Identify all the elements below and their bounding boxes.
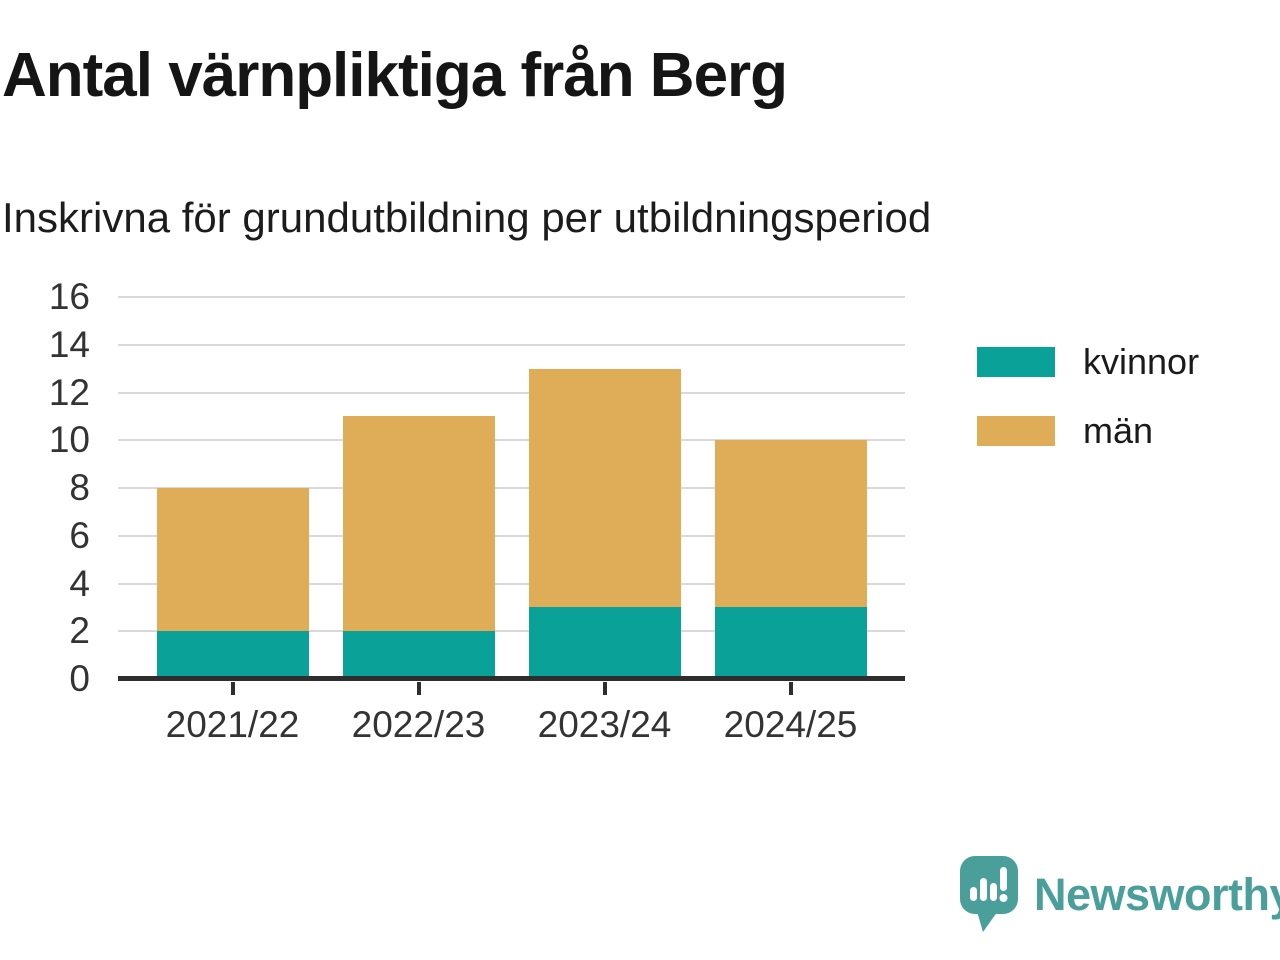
- bar-segment-män-2023/24: [528, 368, 681, 608]
- legend-item-män: män: [977, 410, 1199, 452]
- bar-segment-kvinnor-2022/23: [342, 631, 495, 679]
- y-tick-label-4: 4: [69, 562, 90, 604]
- gridline-12: [118, 391, 905, 394]
- y-tick-label-6: 6: [69, 514, 90, 556]
- newsworthy-logo-text: Newsworthy: [1034, 869, 1280, 920]
- newsworthy-branding: Newsworthy: [960, 856, 1280, 934]
- bar-segment-kvinnor-2021/22: [156, 631, 309, 679]
- y-tick-label-16: 16: [48, 276, 90, 317]
- y-tick-label-0: 0: [69, 658, 90, 699]
- x-tick: [788, 682, 793, 695]
- y-tick-label-8: 8: [69, 467, 90, 508]
- x-tick-label-2023/24: 2023/24: [537, 704, 672, 745]
- bar-segment-män-2022/23: [342, 416, 495, 632]
- chart-title: Antal värnpliktiga från Berg: [2, 41, 788, 110]
- bar-2021/22: [156, 488, 309, 679]
- bar-2024/25: [714, 440, 867, 679]
- bar-segment-män-2024/25: [714, 440, 867, 608]
- legend-swatch-kvinnor: [977, 347, 1055, 377]
- gridline-16: [118, 296, 905, 298]
- gridline-6: [118, 534, 905, 537]
- y-tick-label-10: 10: [48, 419, 90, 461]
- gridline-8: [118, 487, 905, 489]
- bar-segment-män-2021/22: [156, 488, 309, 632]
- bar-segment-kvinnor-2024/25: [714, 607, 867, 679]
- x-tick: [602, 682, 607, 695]
- y-tick-label-2: 2: [69, 610, 90, 652]
- bar-segment-kvinnor-2023/24: [528, 607, 681, 679]
- x-tick: [230, 682, 235, 695]
- gridline-4: [118, 582, 905, 585]
- gridline-10: [118, 439, 905, 442]
- x-axis-cell-2022/23: 2022/23: [343, 682, 495, 746]
- x-axis: 2021/22 2022/23 2023/24 2024/25: [118, 682, 905, 746]
- plot-area: [118, 296, 905, 681]
- bar-2022/23: [342, 416, 495, 679]
- x-axis-cell-2024/25: 2024/25: [715, 682, 867, 746]
- x-tick: [416, 682, 421, 695]
- x-tick-label-2022/23: 2022/23: [351, 704, 486, 745]
- newsworthy-logo-icon: [960, 856, 1018, 932]
- gridline-2: [118, 630, 905, 633]
- y-axis: 0 2 4 6 8 10 12 14 16: [0, 278, 90, 698]
- bar-2023/24: [528, 368, 681, 679]
- legend-swatch-män: [977, 416, 1055, 446]
- bars-container: [118, 297, 905, 679]
- legend-label-män: män: [1083, 410, 1154, 451]
- legend-item-kvinnor: kvinnor: [977, 341, 1199, 383]
- y-tick-label-12: 12: [48, 371, 90, 413]
- y-tick-label-14: 14: [48, 323, 90, 365]
- gridline-14: [118, 343, 905, 346]
- chart-subtitle: Inskrivna för grundutbildning per utbild…: [2, 194, 932, 241]
- stacked-bar-chart: 0 2 4 6 8 10 12 14 16 2021/22 2022/23 2023/24 2024/…: [0, 270, 1280, 760]
- x-axis-cell-2023/24: 2023/24: [529, 682, 681, 746]
- x-axis-cell-2021/22: 2021/22: [157, 682, 309, 746]
- x-tick-label-2021/22: 2021/22: [165, 704, 300, 745]
- x-axis-line: [118, 676, 905, 681]
- legend: kvinnor män: [977, 341, 1199, 479]
- x-tick-label-2024/25: 2024/25: [723, 704, 858, 745]
- legend-label-kvinnor: kvinnor: [1083, 341, 1200, 382]
